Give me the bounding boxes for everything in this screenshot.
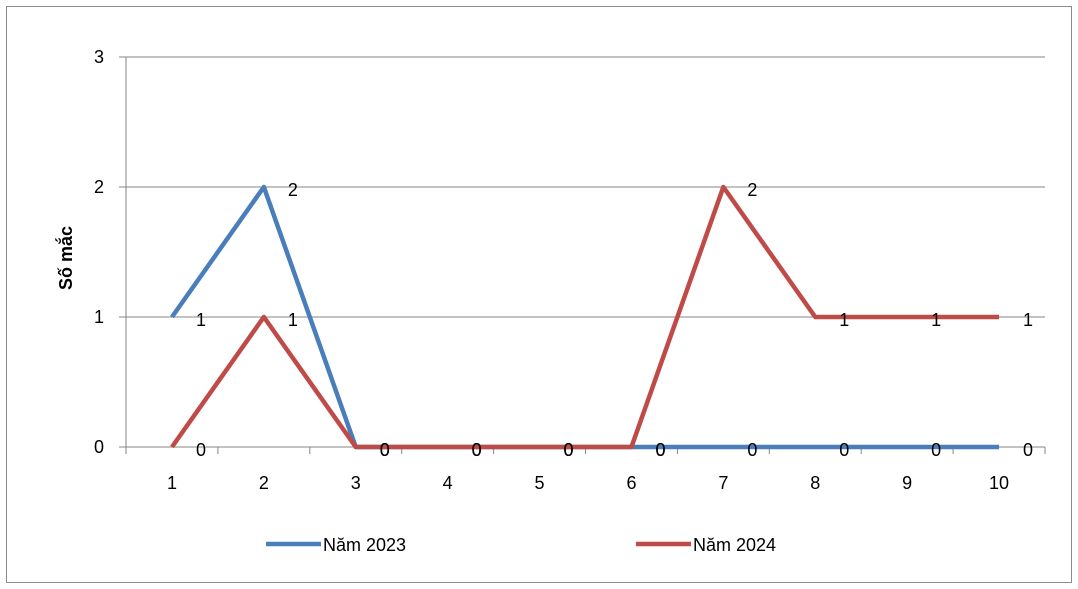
data-label-series-2: 0 (472, 440, 482, 460)
data-label-series-1: 0 (747, 440, 757, 460)
data-label-series-2: 1 (931, 310, 941, 330)
y-tick-label: 0 (94, 437, 104, 457)
legend-label: Năm 2023 (323, 535, 406, 555)
data-label-series-2: 1 (288, 310, 298, 330)
data-label-series-1: 0 (931, 440, 941, 460)
x-tick-label: 8 (810, 473, 820, 493)
x-tick-label: 1 (167, 473, 177, 493)
data-label-series-1: 1 (196, 310, 206, 330)
y-axis-title: Số mắc (55, 226, 76, 290)
data-label-series-1: 0 (839, 440, 849, 460)
series-lines (170, 184, 1000, 450)
data-label-series-2: 0 (655, 440, 665, 460)
series-line-2 (170, 184, 1000, 450)
data-label-series-1: 0 (472, 440, 482, 460)
data-label-series-2: 0 (196, 440, 206, 460)
legend: Năm 2023 Năm 2024 (266, 535, 776, 555)
legend-label: Năm 2024 (693, 535, 776, 555)
data-label-series-1: 0 (1023, 440, 1033, 460)
data-label-series-1: 2 (288, 180, 298, 200)
x-tick-label: 7 (718, 473, 728, 493)
y-tick-label: 3 (94, 47, 104, 67)
data-label-series-2: 0 (380, 440, 390, 460)
data-label-series-2: 0 (564, 440, 574, 460)
y-tick-label: 1 (94, 307, 104, 327)
data-label-series-1: 0 (380, 440, 390, 460)
y-tick-label: 2 (94, 177, 104, 197)
x-tick-label: 3 (351, 473, 361, 493)
data-label-series-1: 0 (655, 440, 665, 460)
data-label-series-2: 1 (1023, 310, 1033, 330)
x-tick-label: 6 (626, 473, 636, 493)
x-tick-label: 9 (902, 473, 912, 493)
data-label-series-1: 0 (564, 440, 574, 460)
x-tick-label: 5 (535, 473, 545, 493)
x-tick-label: 2 (259, 473, 269, 493)
data-label-series-2: 1 (839, 310, 849, 330)
chart-border (6, 6, 1072, 583)
x-tick-label: 10 (989, 473, 1009, 493)
x-tick-label: 4 (443, 473, 453, 493)
data-label-series-2: 2 (747, 180, 757, 200)
